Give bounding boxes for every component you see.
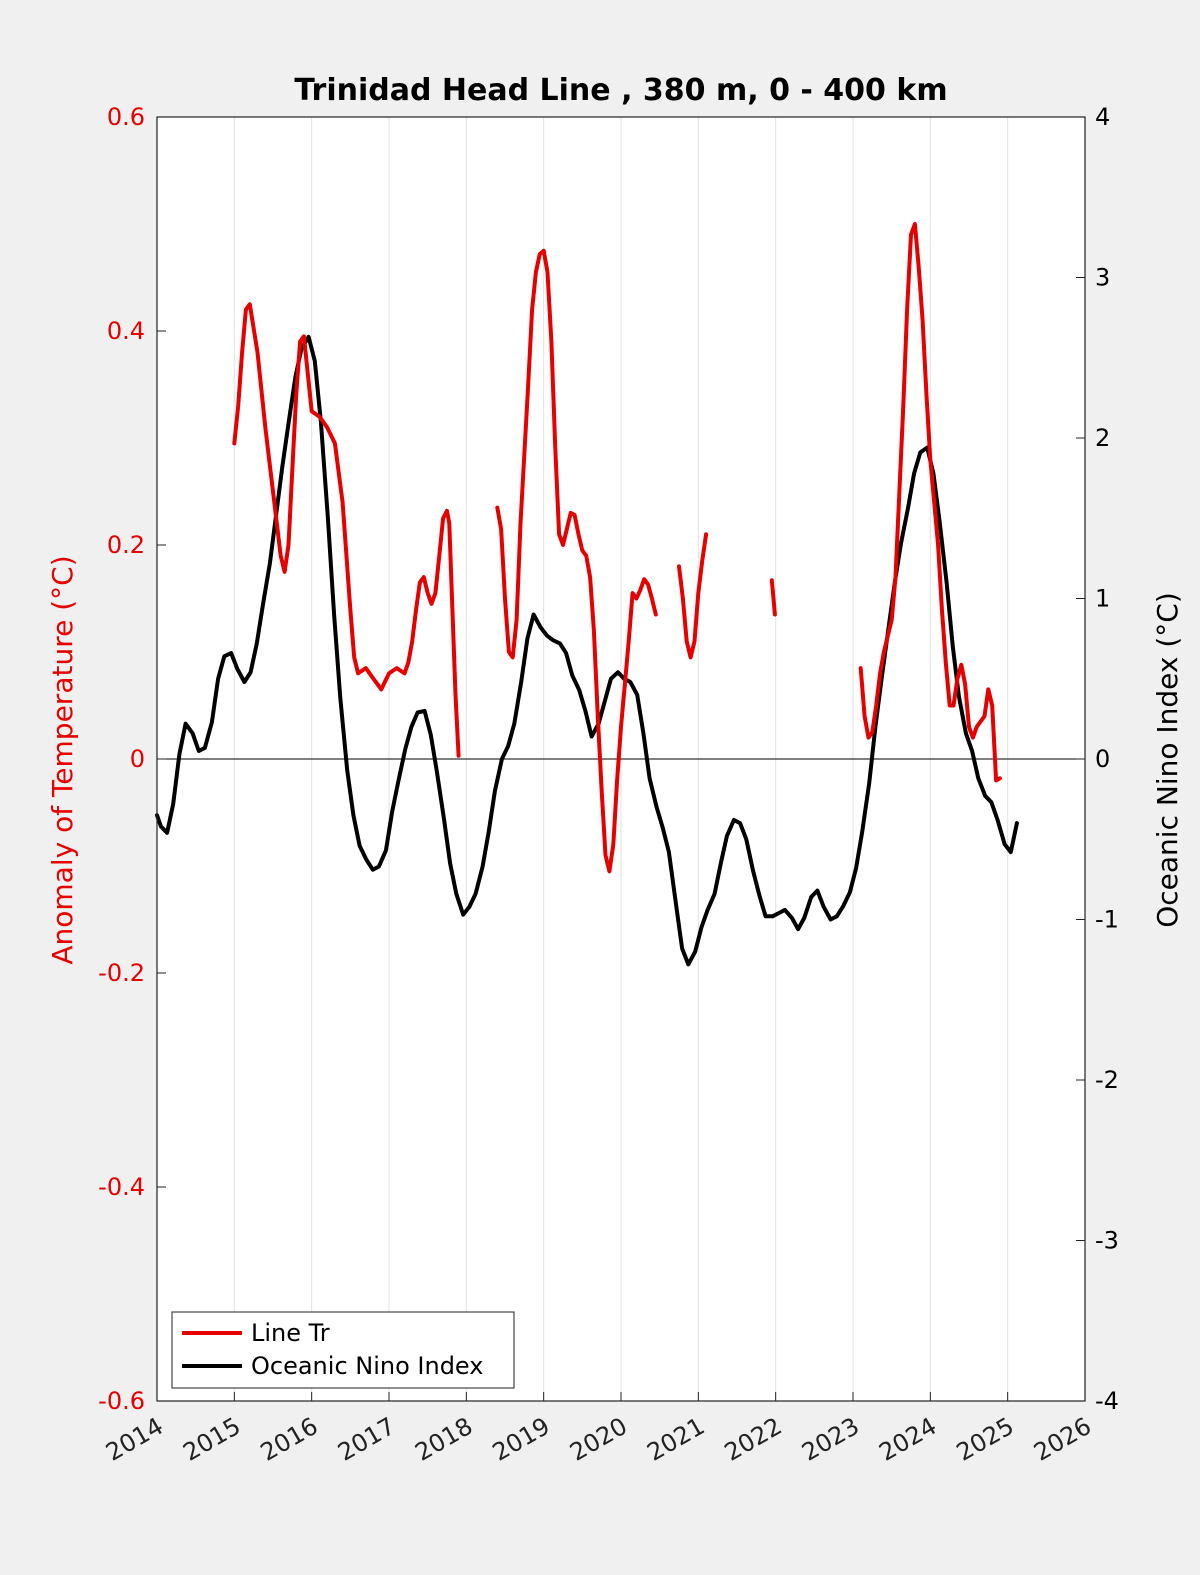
x-tick-label: 2014 — [101, 1412, 168, 1467]
y-left-tick-label: 0 — [130, 745, 145, 773]
y-left-tick-label: -0.4 — [98, 1173, 145, 1201]
y-left-tick-label: -0.6 — [98, 1387, 145, 1415]
series-line-tr-segment — [495, 248, 658, 874]
y-right-tick-label: 0 — [1095, 745, 1110, 773]
series-layer — [155, 222, 1019, 967]
x-tick-label: 2016 — [256, 1412, 323, 1467]
x-tick-label: 2021 — [642, 1412, 709, 1467]
y-right-tick-label: -3 — [1095, 1227, 1119, 1255]
legend: Line Tr Oceanic Nino Index — [171, 1311, 515, 1389]
y-left-tick-label: 0.4 — [107, 317, 145, 345]
x-tick-label: 2022 — [720, 1412, 787, 1467]
y-right-tick-label: -1 — [1095, 906, 1119, 934]
x-tick-label: 2020 — [565, 1412, 632, 1467]
y-right-tick-label: 4 — [1095, 103, 1110, 131]
legend-label-line-tr: Line Tr — [251, 1319, 330, 1347]
y-left-tick-label: 0.6 — [107, 103, 145, 131]
y-right-tick-label: 2 — [1095, 424, 1110, 452]
y-right-tick-label: 1 — [1095, 585, 1110, 613]
legend-label-oni: Oceanic Nino Index — [251, 1352, 483, 1380]
series-line-tr-segment — [677, 532, 709, 660]
x-tick-label: 2015 — [178, 1412, 245, 1467]
x-tick-label: 2023 — [797, 1412, 864, 1467]
legend-box — [171, 1311, 515, 1389]
series-line-tr-segment — [858, 222, 1002, 783]
x-tick-label: 2026 — [1029, 1412, 1096, 1467]
y-left-tick-label: -0.2 — [98, 959, 145, 987]
series-line-tr-segment — [769, 578, 777, 617]
series-line-tr-segment — [232, 302, 461, 758]
y-axis-left-label: Anomaly of Temperature (°C) — [46, 555, 79, 964]
y-right-tick-label: 3 — [1095, 264, 1110, 292]
x-tick-label: 2017 — [333, 1412, 400, 1467]
x-tick-label: 2019 — [488, 1412, 555, 1467]
y-right-tick-label: -4 — [1095, 1387, 1119, 1415]
x-tick-label: 2018 — [410, 1412, 477, 1467]
y-left-tick-label: 0.2 — [107, 531, 145, 559]
chart-title: Trinidad Head Line , 380 m, 0 - 400 km — [294, 73, 947, 108]
x-tick-label: 2025 — [952, 1412, 1019, 1467]
y-right-tick-label: -2 — [1095, 1066, 1119, 1094]
x-tick-label: 2024 — [874, 1412, 941, 1467]
y-axis-right-label: Oceanic Nino Index (°C) — [1151, 592, 1184, 928]
